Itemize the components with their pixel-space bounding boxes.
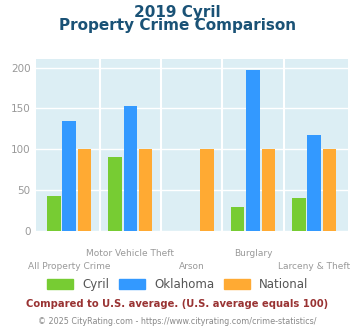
Bar [231,207,244,231]
Legend: Cyril, Oklahoma, National: Cyril, Oklahoma, National [47,278,308,291]
Text: Burglary: Burglary [234,249,272,258]
Bar [246,70,260,231]
Bar [124,106,137,231]
Bar [292,198,306,231]
Text: 2019 Cyril: 2019 Cyril [134,5,221,20]
Bar [78,149,91,231]
Text: Compared to U.S. average. (U.S. average equals 100): Compared to U.S. average. (U.S. average … [26,299,329,309]
Bar [108,157,122,231]
Text: © 2025 CityRating.com - https://www.cityrating.com/crime-statistics/: © 2025 CityRating.com - https://www.city… [38,317,317,326]
Bar [139,149,153,231]
Bar [47,196,61,231]
Bar [323,149,336,231]
Text: Larceny & Theft: Larceny & Theft [278,262,350,271]
Bar [62,121,76,231]
Bar [307,135,321,231]
Text: All Property Crime: All Property Crime [28,262,110,271]
Bar [200,149,214,231]
Text: Arson: Arson [179,262,204,271]
Bar [262,149,275,231]
Text: Motor Vehicle Theft: Motor Vehicle Theft [87,249,174,258]
Text: Property Crime Comparison: Property Crime Comparison [59,18,296,33]
